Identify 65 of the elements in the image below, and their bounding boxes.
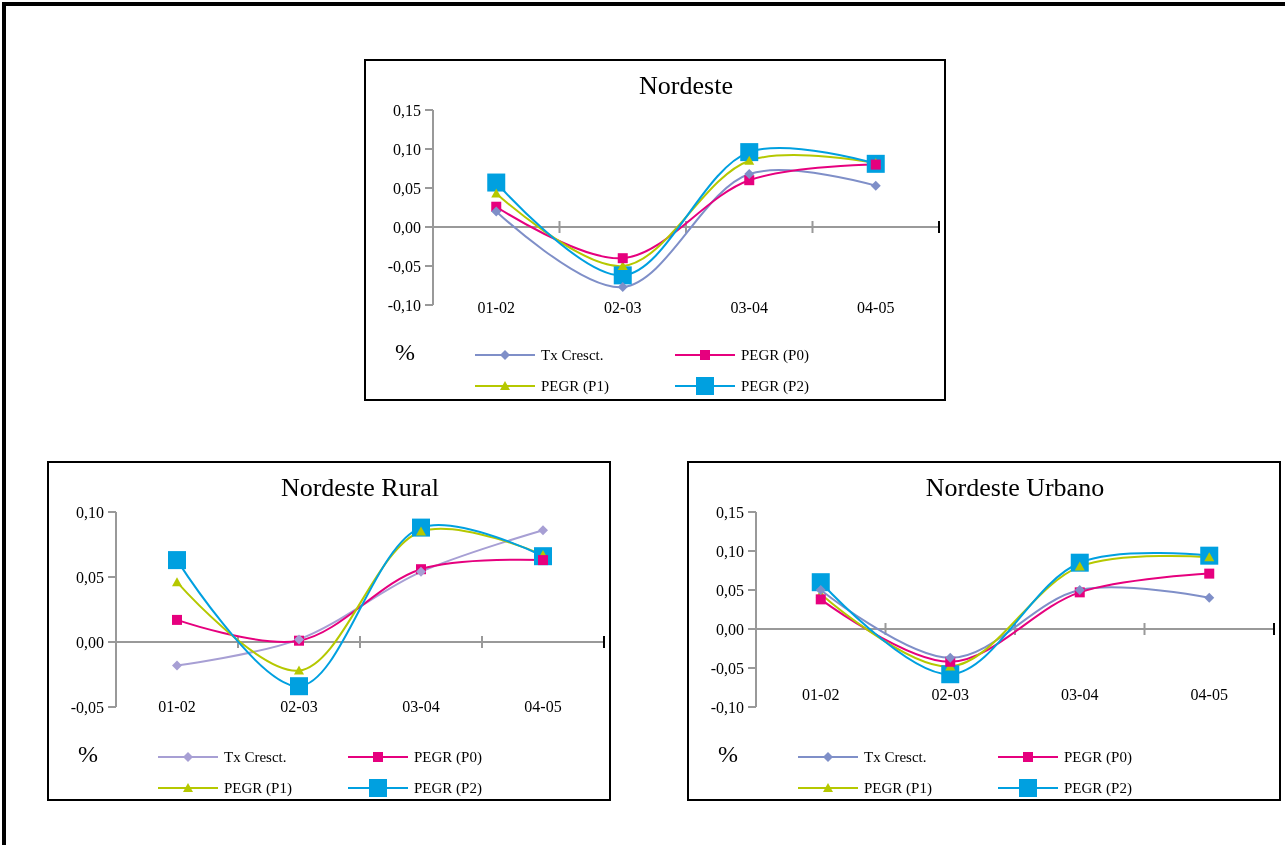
y-tick-label: -0,10 — [387, 297, 421, 314]
y-tick-label: -0,05 — [70, 699, 104, 716]
chart-title: Nordeste Urbano — [925, 473, 1105, 502]
legend-label: Tx Cresct. — [224, 749, 287, 765]
point — [740, 143, 759, 162]
y-axis-title: % — [395, 339, 415, 365]
legend-label: PEGR (P0) — [741, 347, 809, 364]
point — [1204, 592, 1215, 603]
x-tick-label: 02-03 — [604, 299, 642, 317]
x-tick-label: 03-04 — [1061, 686, 1099, 704]
x-tick-label: 02-03 — [931, 686, 969, 704]
x-tick-label: 01-02 — [158, 698, 196, 716]
y-tick-label: 0,10 — [716, 543, 744, 560]
point — [290, 677, 308, 696]
point — [172, 614, 182, 625]
x-tick-label: 01-02 — [802, 686, 840, 704]
y-tick-label: 0,10 — [76, 504, 104, 521]
legend-label: PEGR (P1) — [864, 780, 932, 797]
point — [617, 282, 628, 293]
point — [491, 206, 502, 217]
x-tick-label: 03-04 — [402, 698, 440, 716]
y-axis-title: % — [718, 741, 738, 767]
point — [487, 173, 506, 192]
x-tick-label: 04-05 — [1190, 686, 1228, 704]
y-tick-label: 0,05 — [716, 582, 744, 599]
x-tick-label: 03-04 — [730, 299, 768, 317]
point — [168, 551, 186, 570]
legend-label: PEGR (P1) — [224, 780, 292, 797]
y-tick-label: 0,05 — [393, 180, 421, 197]
point — [172, 577, 182, 587]
y-tick-label: -0,05 — [710, 660, 744, 677]
legend-label: Tx Cresct. — [864, 749, 927, 765]
y-tick-label: -0,10 — [710, 699, 744, 716]
y-axis-title: % — [78, 741, 98, 767]
chart-title: Nordeste Rural — [280, 473, 440, 502]
x-tick-label: 01-02 — [477, 299, 515, 317]
legend-label: PEGR (P2) — [741, 378, 809, 395]
point — [538, 525, 548, 536]
y-tick-label: -0,05 — [387, 258, 421, 275]
legend-label: PEGR (P0) — [1064, 749, 1132, 766]
y-tick-label: 0,05 — [76, 569, 104, 586]
point — [744, 155, 755, 165]
x-tick-label: 04-05 — [524, 698, 562, 716]
x-tick-label: 02-03 — [280, 698, 318, 716]
point — [945, 652, 956, 663]
point — [1204, 568, 1215, 579]
point — [815, 594, 826, 605]
legend-label: Tx Cresct. — [541, 347, 604, 363]
y-tick-label: 0,00 — [716, 621, 744, 638]
legend-label: PEGR (P2) — [1064, 780, 1132, 797]
point — [294, 665, 304, 675]
y-tick-label: 0,15 — [716, 504, 744, 521]
legend-label: PEGR (P2) — [414, 780, 482, 797]
x-tick-label: 04-05 — [857, 299, 895, 317]
point — [172, 660, 182, 671]
y-tick-label: 0,15 — [393, 102, 421, 119]
point — [870, 180, 881, 191]
y-tick-label: 0,00 — [393, 219, 421, 236]
y-tick-label: 0,10 — [393, 141, 421, 158]
legend-label: PEGR (P0) — [414, 749, 482, 766]
point — [744, 168, 755, 179]
legend-label: PEGR (P1) — [541, 378, 609, 395]
y-tick-label: 0,00 — [76, 634, 104, 651]
point — [617, 253, 628, 264]
chart-title: Nordeste — [639, 71, 733, 100]
